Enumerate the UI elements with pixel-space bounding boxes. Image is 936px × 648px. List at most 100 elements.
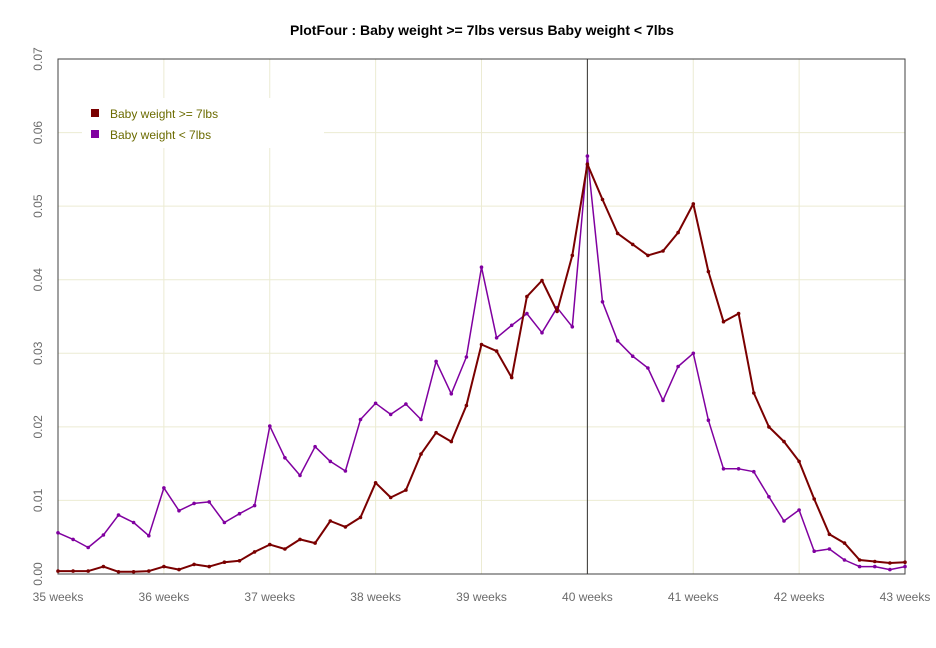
series-1-point [71,569,75,573]
y-tick-label: 0.03 [31,341,45,365]
axes [57,58,906,575]
series-1-point [691,202,696,206]
series-1-point [207,564,211,569]
series-2-point [615,339,620,343]
y-tick-label: 0.07 [31,47,45,71]
series-2-point [903,564,907,569]
series-1-point [525,294,529,299]
series-2-point [661,398,665,403]
series-2-point [449,392,454,396]
series-2-point [767,495,771,499]
series-2-point [540,330,544,335]
series-1-point [767,425,771,429]
series-1-point [162,564,166,569]
series-2-point [147,533,151,538]
series-1-point [147,569,151,573]
legend-box [82,98,324,148]
series-1-point [903,560,907,564]
series-1-point [434,430,438,435]
series-2-point [600,300,605,304]
series-2-point [873,564,877,569]
series-2-point [691,351,696,356]
series-1-point [661,249,665,253]
series-1-point [464,403,469,408]
series-1-point [373,481,378,485]
plot-frame [57,58,906,575]
series-1-point [676,230,680,235]
series-1-point [177,567,181,572]
series-2-point [827,547,832,551]
series-2-point [570,325,575,329]
x-tick-label: 37 weeks [244,590,295,604]
series-1-point [812,497,816,501]
series-2-point [721,467,726,471]
series-2-point [192,501,196,506]
series-2-point [86,545,90,550]
series-2-point [676,364,680,369]
series-1-point [827,532,832,537]
series-1-point [56,569,60,573]
series-1-point [101,564,106,569]
x-tick-label: 39 weeks [456,590,507,604]
series-1-point [706,269,711,274]
series-2-point [388,412,393,417]
series-2-point [842,558,847,562]
series-2-point [313,444,317,449]
y-tick-label: 0.00 [31,562,45,586]
series-2-point [509,323,514,328]
series-2-point [343,469,348,473]
series-1-point [630,242,635,247]
series-1-point [600,197,605,202]
series-1-point [222,560,227,564]
series-1-point [86,569,90,573]
series-2-point [404,402,408,406]
series-1-point [873,559,877,564]
series-1-point [842,541,847,545]
legend-label: Baby weight >= 7lbs [110,107,218,121]
series-2-point [585,154,590,158]
series-1-point [615,231,620,236]
series-1-point [857,558,862,562]
series-1-point [888,561,892,565]
y-tick-label: 0.04 [31,268,45,292]
tick-labels: 35 weeks 36 weeks 37 weeks 38 weeks 39 weeks… [31,47,930,604]
series-2-point [283,456,287,460]
series-1-point [298,537,302,542]
series-1-point [570,253,575,258]
series-1-point [328,519,333,523]
series-2-point [888,567,892,572]
series-1-point [313,541,317,545]
x-tick-label: 42 weeks [774,590,825,604]
series-2-point [328,459,333,464]
series-2-point [162,486,166,490]
series-1-point [358,515,363,520]
series-1-point [131,570,136,574]
series-1-point [585,162,590,166]
series-1-point [343,525,348,529]
series-1-point [283,547,287,551]
y-tick-label: 0.06 [31,121,45,145]
series-2-point [646,366,650,370]
series-1-point [268,542,272,547]
series-1-point [721,319,726,324]
series-1-point [388,495,393,500]
y-tick-label: 0.02 [31,415,45,439]
series-1-point [479,342,484,347]
series-1-point [646,253,650,258]
series-1-point [192,562,196,567]
series-1-point [736,311,741,316]
x-tick-label: 43 weeks [880,590,931,604]
series-1-point [509,375,514,380]
series-2-point [479,265,484,270]
series-2-point [131,520,136,525]
series-1-point [237,559,242,563]
series-2-point [736,467,741,471]
series-2-point [237,511,242,516]
series-group [56,154,907,574]
series-1-point [404,488,408,492]
series-2-point [207,500,211,504]
series-2-point [358,417,363,422]
series-2-point [630,354,635,359]
